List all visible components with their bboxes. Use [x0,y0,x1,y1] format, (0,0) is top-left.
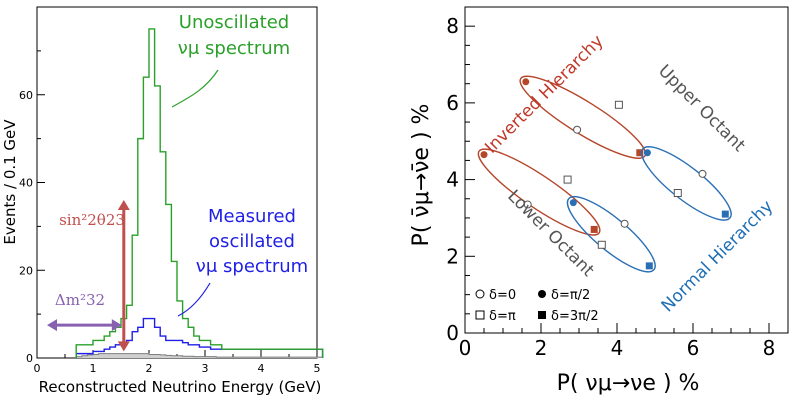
right-x-tick-label: 6 [687,336,700,360]
marker-delta-3pi-half [636,149,644,157]
legend-filled-square-marker [538,311,546,319]
left-series-group [75,28,324,358]
upper-octant-label: Upper Octant [654,61,749,156]
delta-m-label: Δm²32 [55,291,105,309]
delta-m-arrow-head-left [47,319,57,332]
right-y-tick-label: 0 [446,321,459,345]
left-x-tick-label: 1 [90,362,97,375]
right-y-tick-label: 4 [446,168,459,192]
legend-delta-pi-half: δ=π/2 [551,288,590,303]
marker-delta-3pi-half [590,225,598,233]
marker-delta-pi-half [480,151,488,159]
left-x-axis-label: Reconstructed Neutrino Energy (GeV) [39,378,322,396]
marker-delta-pi [563,175,572,184]
bg-histogram [75,353,324,358]
legend-delta-3pi-half: δ=3π/2 [551,309,599,324]
marker-delta-pi [614,100,623,109]
left-x-tick-label: 2 [146,362,153,375]
unosc-label-line1: Unoscillated [179,12,289,33]
normal-hierarchy-label: Normal Hierarchy [658,197,778,317]
right-ellipses-group [477,75,732,273]
marker-delta-0 [620,219,629,228]
left-annotation-arrows [47,200,130,352]
marker-delta-3pi-half [645,262,653,270]
right-x-tick-label: 2 [535,336,548,360]
right-x-tick-label: 4 [611,336,624,360]
sin2theta-arrow-head-bottom [117,341,130,352]
marker-delta-pi-half [643,149,651,157]
legend-open-square-marker [475,310,485,320]
right-plot-frame [464,6,789,334]
right-axis-ticks: 0 2 4 6 8 0 2 4 6 8 [446,14,775,360]
right-x-tick-label: 0 [459,336,472,360]
marker-delta-pi-half [522,78,530,86]
meas-label-line1: Measured [208,206,296,227]
unosc-histogram [75,28,324,358]
left-y-tick-label: 0 [26,352,33,365]
left-x-tick-label: 5 [314,362,321,375]
marker-delta-0 [523,200,532,209]
left-y-tick-label: 20 [19,264,33,277]
right-x-tick-label: 8 [763,336,776,360]
unosc-pointer [171,69,219,108]
meas-pointer [177,282,211,317]
left-x-tick-label: 3 [202,362,209,375]
unosc-label-line2: νμ spectrum [178,38,290,59]
sin2theta-arrow-head-top [117,200,130,211]
marker-delta-pi [673,189,682,198]
left-x-tick-label: 4 [258,362,265,375]
sin2theta-label: sin²2θ23 [59,211,125,229]
meas-label-line3: νμ spectrum [196,256,308,277]
right-y-tick-label: 6 [446,91,459,115]
right-x-axis-label: P( νμ→νe ) % [557,371,700,396]
marker-delta-pi-half [569,199,577,207]
left-y-tick-label: 60 [19,89,33,102]
legend-filled-circle-marker [538,290,546,298]
left-y-axis-label: Events / 0.1 GeV [1,119,19,245]
right-y-tick-label: 8 [446,14,459,38]
right-y-tick-label: 2 [446,244,459,268]
marker-delta-pi [597,240,606,249]
left-x-tick-label: 0 [34,362,41,375]
marker-delta-0 [573,125,582,134]
marker-delta-3pi-half [721,210,729,218]
legend-delta0: δ=0 [489,288,516,303]
right-y-axis-label: P( ν̄μ→ν̄e ) % [409,104,434,247]
legend: δ=0 δ=π/2 δ=π δ=3π/2 [475,288,599,324]
left-y-tick-label: 40 [19,177,33,190]
spectrum-chart: 0 1 2 3 4 5 0 20 40 60 Reconstructed Neutrino Ene… [1,6,324,396]
delta-m-arrow-head-right [111,319,122,332]
legend-delta-pi: δ=π [489,309,516,324]
meas-label-line2: oscillated [209,231,295,252]
legend-open-circle-marker [475,289,485,299]
marker-delta-0 [698,169,707,178]
